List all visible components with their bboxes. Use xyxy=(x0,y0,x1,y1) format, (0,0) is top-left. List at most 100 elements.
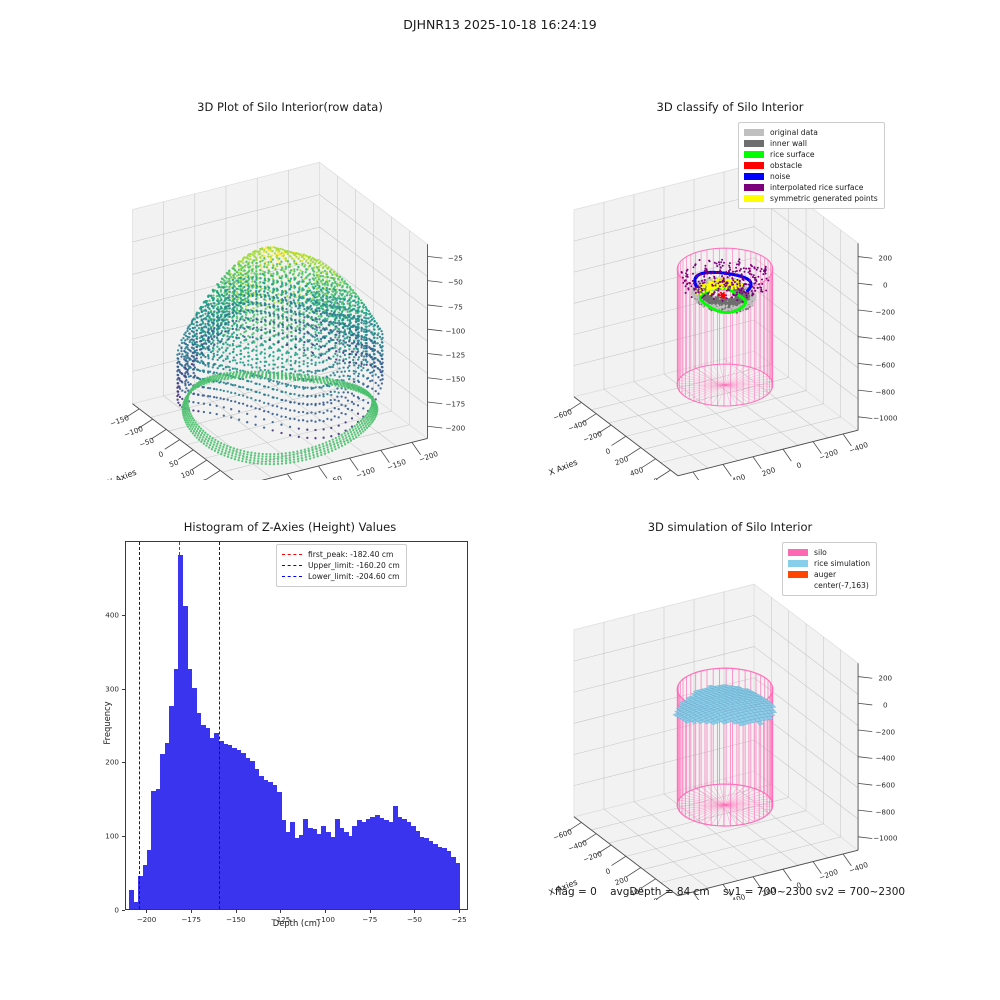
axis-tick: −200 xyxy=(875,307,895,316)
legend-item[interactable]: interpolated rice surface xyxy=(744,182,878,193)
panel-3d-raw: 3D Plot of Silo Interior(row data) −150 −… xyxy=(80,100,500,480)
axis-tick: −800 xyxy=(875,387,895,396)
axis-tick: −25 xyxy=(448,254,463,263)
axis-tick: −100 xyxy=(445,326,465,335)
axis-tick-label: 0 xyxy=(91,906,119,915)
axis-tick-mark xyxy=(414,910,415,913)
histogram-ylabel: Frequency xyxy=(102,683,112,763)
axis-tick-mark xyxy=(370,910,371,913)
figure-title: DJHNR13 2025-10-18 16:24:19 xyxy=(0,17,1000,32)
legend-label: Lower_limit: -204.60 cm xyxy=(308,573,400,581)
legend-item[interactable]: Lower_limit: -204.60 cm xyxy=(282,571,400,582)
panel3-title: Histogram of Z-Axies (Height) Values xyxy=(80,520,500,534)
axis-tick-mark xyxy=(122,689,125,690)
legend-item[interactable]: rice simulation xyxy=(788,558,870,569)
axis-tick-mark xyxy=(122,762,125,763)
legend-item[interactable]: obstacle xyxy=(744,160,878,171)
axis-tick-mark xyxy=(191,910,192,913)
axes-3d-simulation[interactable]: −600−400−20002004006006004002000−200−400… xyxy=(520,544,940,900)
legend-label: center(-7,163) xyxy=(814,582,869,590)
status-bar: flag = 0 avgDepth = 84 cm sv1 = 700~2300… xyxy=(520,886,940,898)
legend-dash-line xyxy=(282,576,302,577)
legend-item[interactable]: symmetric generated points xyxy=(744,193,878,204)
axis-tick-mark xyxy=(280,910,281,913)
axis-tick: −50 xyxy=(448,278,463,287)
legend-item[interactable]: noise xyxy=(744,171,878,182)
legend-swatch xyxy=(788,571,808,578)
histogram-marker-line xyxy=(179,542,180,909)
axis-tick-mark xyxy=(122,910,125,911)
histogram-xlabel: Depth (cm) xyxy=(125,918,468,928)
axis-tick: −200 xyxy=(445,423,465,432)
legend-swatch xyxy=(744,162,764,169)
axis-tick-label: 100 xyxy=(91,832,119,841)
legend-item[interactable]: rice surface xyxy=(744,149,878,160)
legend-swatch xyxy=(744,151,764,158)
legend-swatch xyxy=(788,549,808,556)
legend-swatch xyxy=(744,129,764,136)
axis-tick: −75 xyxy=(448,302,463,311)
legend-item[interactable]: center(-7,163) xyxy=(788,580,870,591)
panel-3d-classify: 3D classify of Silo Interior −600 −400 −20… xyxy=(520,100,940,480)
axis-tick: 0 xyxy=(883,280,888,289)
legend-label: silo xyxy=(814,549,827,557)
axis-tick: −200 xyxy=(875,727,895,736)
legend-label: obstacle xyxy=(770,162,802,170)
panel-histogram: Histogram of Z-Axies (Height) Values −20… xyxy=(80,520,500,920)
axis-tick: −800 xyxy=(875,807,895,816)
legend-label: interpolated rice surface xyxy=(770,184,863,192)
legend-swatch xyxy=(788,560,808,567)
legend-swatch xyxy=(744,184,764,191)
axis-tick-mark xyxy=(325,910,326,913)
legend-label: noise xyxy=(770,173,790,181)
histogram-axes[interactable] xyxy=(125,541,468,910)
legend-label: rice simulation xyxy=(814,560,870,568)
legend-label: auger xyxy=(814,571,836,579)
panel1-title: 3D Plot of Silo Interior(row data) xyxy=(80,100,500,114)
legend-swatch xyxy=(744,195,764,202)
histogram-bars xyxy=(126,542,467,909)
legend-simulation[interactable]: silo rice simulation auger center(-7,163) xyxy=(782,542,877,596)
histogram-marker-line xyxy=(219,542,220,909)
panel2-title: 3D classify of Silo Interior xyxy=(520,100,940,114)
legend-label: Upper_limit: -160.20 cm xyxy=(308,562,400,570)
axes-3d-raw[interactable]: −150−100−50050100150200500−50−100−150−20… xyxy=(80,124,500,480)
legend-label: symmetric generated points xyxy=(770,195,878,203)
axis-tick: 200 xyxy=(878,674,892,683)
axis-tick: 0 xyxy=(883,700,888,709)
axis-tick: −1000 xyxy=(873,414,897,423)
legend-item[interactable]: first_peak: -182.40 cm xyxy=(282,549,400,560)
axis-tick: −400 xyxy=(875,334,895,343)
legend-label: inner wall xyxy=(770,140,807,148)
legend-dash-line xyxy=(282,565,302,566)
legend-item[interactable]: inner wall xyxy=(744,138,878,149)
legend-label: original data xyxy=(770,129,818,137)
axis-tick: −1000 xyxy=(873,834,897,843)
axis-tick: −150 xyxy=(445,375,465,384)
axis-tick: −600 xyxy=(875,361,895,370)
legend-swatch xyxy=(788,582,808,589)
legend-histogram[interactable]: first_peak: -182.40 cm Upper_limit: -160.… xyxy=(276,544,407,587)
legend-swatch xyxy=(744,173,764,180)
histogram-bar xyxy=(455,863,460,909)
figure-canvas: DJHNR13 2025-10-18 16:24:19 3D Plot of S… xyxy=(0,0,1000,1000)
axis-tick-mark xyxy=(122,615,125,616)
axis-tick-mark xyxy=(236,910,237,913)
panel-3d-simulation: 3D simulation of Silo Interior −600 −400 −… xyxy=(520,520,940,900)
legend-label: first_peak: -182.40 cm xyxy=(308,551,393,559)
axis-tick: 200 xyxy=(878,254,892,263)
axis-tick-mark xyxy=(146,910,147,913)
legend-classify[interactable]: original data inner wall rice surface obsta… xyxy=(738,122,885,209)
legend-item[interactable]: Upper_limit: -160.20 cm xyxy=(282,560,400,571)
axis-tick: −400 xyxy=(875,754,895,763)
axis-tick-mark xyxy=(459,910,460,913)
axis-tick-label: 400 xyxy=(91,610,119,619)
legend-item[interactable]: auger xyxy=(788,569,870,580)
legend-item[interactable]: original data xyxy=(744,127,878,138)
axis-tick-mark xyxy=(122,836,125,837)
histogram-marker-line xyxy=(139,542,140,909)
axis-tick: −125 xyxy=(445,351,465,360)
legend-item[interactable]: silo xyxy=(788,547,870,558)
axis-tick: −175 xyxy=(445,399,465,408)
axis-tick: −600 xyxy=(875,781,895,790)
